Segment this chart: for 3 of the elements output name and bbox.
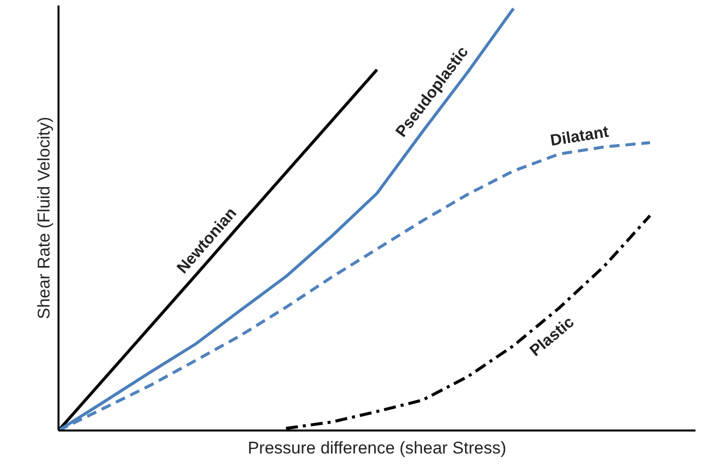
y-axis-title: Shear Rate (Fluid Velocity) [34,116,54,320]
text: Dilatant [549,124,611,150]
x-axis-title: Pressure difference (shear Stress) [248,438,506,458]
